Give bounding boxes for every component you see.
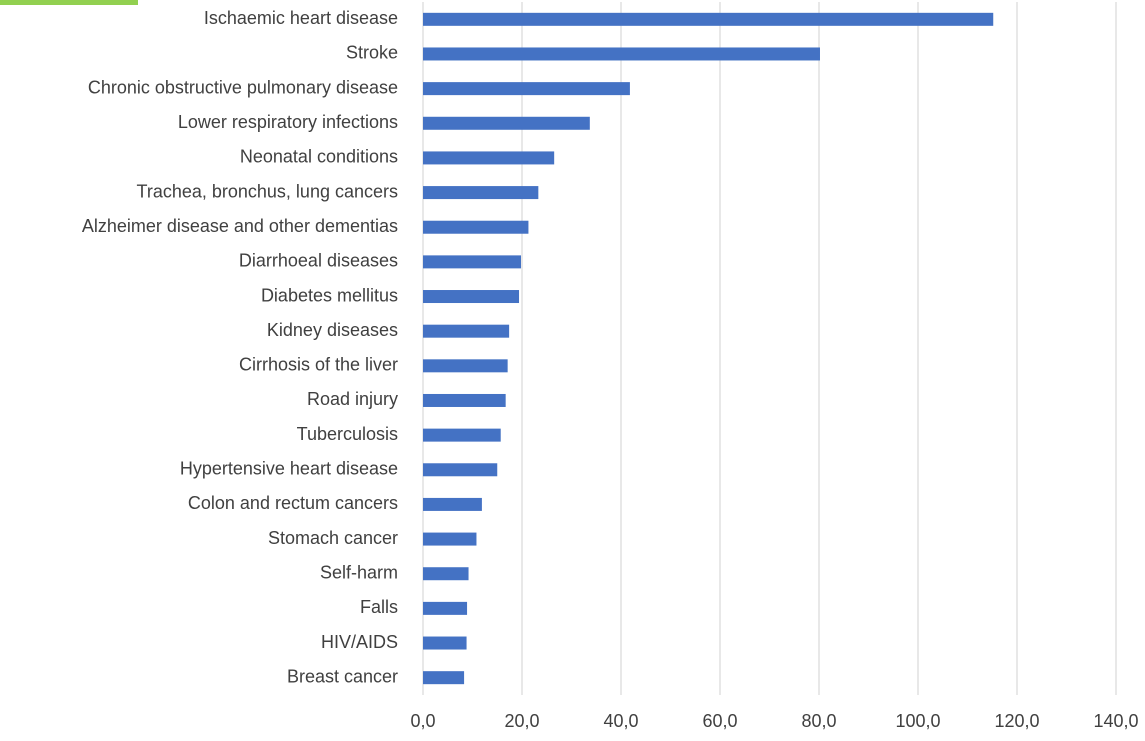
bar: [423, 567, 469, 581]
x-tick-label: 100,0: [895, 711, 940, 731]
y-tick-label: Road injury: [307, 389, 398, 409]
bar: [423, 636, 467, 650]
bar: [423, 82, 630, 96]
y-tick-label: HIV/AIDS: [321, 632, 398, 652]
bar: [423, 116, 590, 130]
y-tick-label: Alzheimer disease and other dementias: [82, 216, 398, 236]
bar: [423, 255, 522, 269]
bar: [423, 186, 539, 200]
y-tick-label: Neonatal conditions: [240, 147, 398, 167]
y-tick-label: Breast cancer: [287, 666, 398, 686]
bar: [423, 220, 529, 234]
x-tick-label: 60,0: [702, 711, 737, 731]
bar: [423, 290, 520, 304]
y-tick-label: Diabetes mellitus: [261, 285, 398, 305]
x-tick-label: 80,0: [801, 711, 836, 731]
bar: [423, 532, 477, 546]
y-tick-label: Colon and rectum cancers: [188, 493, 398, 513]
bar: [423, 359, 508, 373]
y-tick-label: Tuberculosis: [297, 424, 398, 444]
y-tick-label: Chronic obstructive pulmonary disease: [88, 77, 398, 97]
x-tick-label: 0,0: [410, 711, 435, 731]
y-tick-label: Diarrhoeal diseases: [239, 251, 398, 271]
y-tick-label: Kidney diseases: [267, 320, 398, 340]
y-tick-label: Trachea, bronchus, lung cancers: [137, 181, 398, 201]
bar: [423, 393, 506, 407]
bar: [423, 671, 465, 685]
y-tick-label: Stroke: [346, 43, 398, 63]
y-tick-label: Falls: [360, 597, 398, 617]
header-accent: [0, 0, 138, 5]
y-tick-label: Ischaemic heart disease: [204, 8, 398, 28]
x-tick-label: 140,0: [1093, 711, 1138, 731]
bar: [423, 47, 820, 61]
x-tick-label: 120,0: [994, 711, 1039, 731]
bar: [423, 601, 468, 615]
bar: [423, 151, 555, 165]
y-tick-label: Lower respiratory infections: [178, 112, 398, 132]
y-tick-label: Stomach cancer: [268, 528, 398, 548]
x-tick-label: 40,0: [603, 711, 638, 731]
bar: [423, 463, 498, 477]
bar: [423, 12, 994, 26]
x-tick-label: 20,0: [504, 711, 539, 731]
bar: [423, 324, 510, 338]
y-tick-label: Self-harm: [320, 562, 398, 582]
bar: [423, 497, 482, 511]
bar: [423, 428, 501, 442]
y-tick-label: Cirrhosis of the liver: [239, 355, 398, 375]
y-tick-label: Hypertensive heart disease: [180, 459, 398, 479]
